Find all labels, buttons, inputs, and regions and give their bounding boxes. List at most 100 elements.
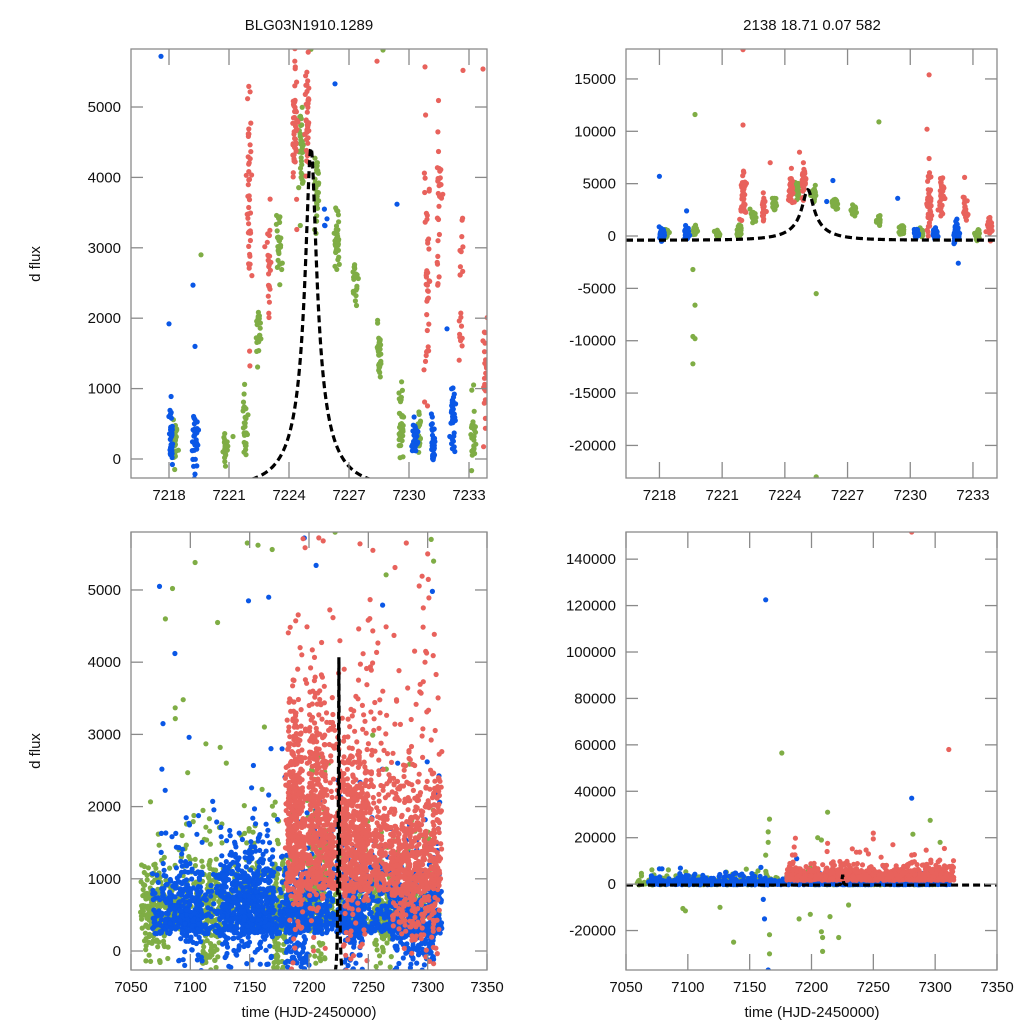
data-point-blue (189, 923, 195, 930)
data-point-blue (913, 230, 920, 236)
data-point-blue (167, 436, 173, 442)
data-point-blue (269, 861, 275, 867)
data-point-green (145, 894, 151, 900)
data-point-red (246, 204, 252, 211)
data-point-red (434, 261, 441, 267)
data-point-red (480, 338, 486, 344)
data-point-blue (366, 905, 372, 912)
data-point-blue (190, 885, 196, 891)
data-point-blue (168, 393, 174, 400)
data-point-blue (248, 839, 254, 845)
data-point-green-outlier (692, 336, 698, 342)
data-point-blue-outlier (332, 81, 338, 87)
data-point-green (298, 170, 304, 176)
data-point-blue (316, 925, 322, 931)
data-point-green (716, 231, 722, 238)
data-point-blue (370, 914, 376, 920)
data-point-green (179, 832, 185, 839)
data-point-blue (368, 909, 374, 916)
data-point-red-outlier (924, 126, 930, 132)
data-point-blue (219, 853, 225, 859)
data-point-green (352, 298, 358, 304)
data-point-red (424, 298, 430, 304)
title-left: BLG03N1910.1289 (245, 17, 373, 34)
data-point-green (351, 264, 358, 270)
data-point-blue (266, 792, 272, 798)
data-point-green (322, 998, 327, 1003)
data-point-green (163, 877, 169, 883)
data-point-red (788, 165, 795, 171)
data-point-red (245, 182, 251, 188)
data-point-blue (324, 910, 330, 916)
data-point-red (457, 334, 463, 340)
data-point-blue (324, 216, 330, 222)
data-point-blue (177, 918, 183, 924)
data-point-blue (198, 889, 204, 895)
y-tick-label: -5000 (578, 280, 616, 297)
data-point-blue (184, 933, 190, 939)
data-point-green (313, 960, 319, 966)
data-point-blue (154, 872, 160, 878)
data-point-green (204, 837, 210, 843)
data-point-blue (411, 414, 417, 420)
data-point-blue (209, 888, 215, 894)
data-point-red (801, 166, 807, 172)
data-point-blue (211, 807, 217, 813)
data-point-green-outlier (380, 49, 386, 53)
data-point-blue (304, 810, 310, 816)
data-point-green (771, 195, 777, 201)
data-point-blue (239, 836, 245, 843)
data-point-red (426, 186, 432, 192)
data-point-blue (194, 419, 200, 425)
data-point-blue (449, 446, 455, 452)
data-point-green (334, 247, 341, 253)
data-point-blue (168, 415, 174, 421)
data-point-red (927, 187, 934, 193)
data-point-green (139, 916, 145, 922)
data-point-blue (187, 902, 193, 908)
data-point-blue (214, 883, 220, 889)
data-point-red (925, 195, 931, 201)
data-point-blue (210, 871, 216, 878)
data-point-blue (172, 885, 179, 891)
data-point-red (422, 358, 429, 364)
data-point-blue (372, 926, 378, 933)
data-point-green (315, 190, 321, 196)
data-point-green (335, 257, 341, 263)
data-point-blue-outlier (830, 177, 836, 184)
data-point-green (300, 178, 306, 185)
data-point-blue (277, 903, 283, 909)
data-point-blue (424, 759, 430, 765)
data-point-green (142, 930, 148, 936)
data-point-green-outlier (230, 433, 236, 440)
data-point-red (761, 209, 767, 215)
data-point-blue (323, 914, 329, 920)
data-point-green (242, 381, 248, 387)
data-point-blue (431, 452, 438, 458)
data-point-blue (195, 952, 201, 958)
data-point-blue (316, 914, 322, 920)
data-point-green (211, 948, 217, 955)
data-point-blue (319, 931, 325, 937)
data-point-blue (178, 892, 184, 898)
data-point-green (383, 932, 389, 939)
data-point-red (800, 160, 807, 166)
data-point-green (747, 206, 753, 212)
data-point-green (143, 936, 149, 942)
xlabel-bottom-left: time (HJD-2450000) (241, 1004, 376, 1021)
data-point-green (155, 903, 161, 909)
data-point-blue (229, 871, 235, 877)
data-point-green (811, 189, 817, 195)
data-point-green (278, 978, 283, 983)
data-point-red-outlier (740, 122, 746, 128)
data-point-red-outlier (962, 174, 968, 180)
data-point-green (215, 954, 221, 960)
data-point-blue (149, 871, 156, 877)
data-point-blue (153, 922, 159, 928)
data-point-blue (263, 947, 269, 953)
data-point-blue (323, 918, 329, 924)
data-point-red (460, 215, 466, 221)
panel-bottom-left-season: 7050 7100 7150 7200 7250 7300 7350010002000300… (88, 531, 504, 1003)
data-point-green-outlier (690, 266, 696, 273)
